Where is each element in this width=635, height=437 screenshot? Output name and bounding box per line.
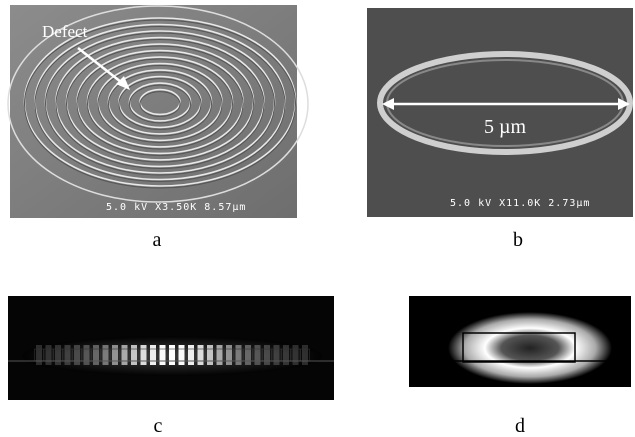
field-lobe: [36, 345, 42, 365]
field-lobe: [302, 345, 308, 365]
glow: [448, 312, 612, 384]
panel-label: c: [154, 415, 163, 437]
scale-text: 5.0 kV X11.0K 2.73µm: [450, 198, 590, 209]
field-lobe: [131, 345, 137, 365]
field-lobe: [122, 345, 128, 365]
field-lobe: [160, 345, 166, 365]
field-lobe: [198, 345, 204, 365]
field-lobe: [74, 345, 80, 365]
panel-label: b: [513, 229, 523, 251]
panel-b: 5 µm 5.0 kV X11.0K 2.73µm b: [367, 8, 633, 251]
panel-a: Defect 5.0 kV X3.50K 8.57µm a: [8, 5, 308, 251]
sem-image: [367, 8, 633, 217]
field-lobe: [179, 345, 185, 365]
panel-c: c: [8, 296, 334, 437]
panel-label: a: [153, 229, 162, 251]
field-lobe: [55, 345, 61, 365]
field-lobe: [217, 345, 223, 365]
field-lobe: [84, 345, 90, 365]
field-lobe: [264, 345, 270, 365]
annotation: 5 µm: [484, 116, 527, 138]
field-lobe: [283, 345, 289, 365]
field-lobe: [226, 345, 232, 365]
field-lobe: [169, 345, 175, 365]
field-lobe: [188, 345, 194, 365]
field-lobe: [245, 345, 251, 365]
figure: Defect 5.0 kV X3.50K 8.57µm a 5 µm 5.0 k…: [0, 0, 635, 437]
field-lobe: [293, 345, 299, 365]
field-lobe: [103, 345, 109, 365]
field-lobe: [93, 345, 99, 365]
field-lobe: [207, 345, 213, 365]
field-lobe: [65, 345, 71, 365]
field-lobe: [255, 345, 261, 365]
field-lobe: [141, 345, 147, 365]
annotation: Defect: [42, 22, 88, 41]
field-lobe: [274, 345, 280, 365]
field-lobe: [150, 345, 156, 365]
field-lobe: [236, 345, 242, 365]
panel-label: d: [515, 415, 525, 437]
panel-d: d: [409, 296, 631, 437]
scale-text: 5.0 kV X3.50K 8.57µm: [106, 202, 246, 213]
field-lobe: [112, 345, 118, 365]
field-lobe: [46, 345, 52, 365]
